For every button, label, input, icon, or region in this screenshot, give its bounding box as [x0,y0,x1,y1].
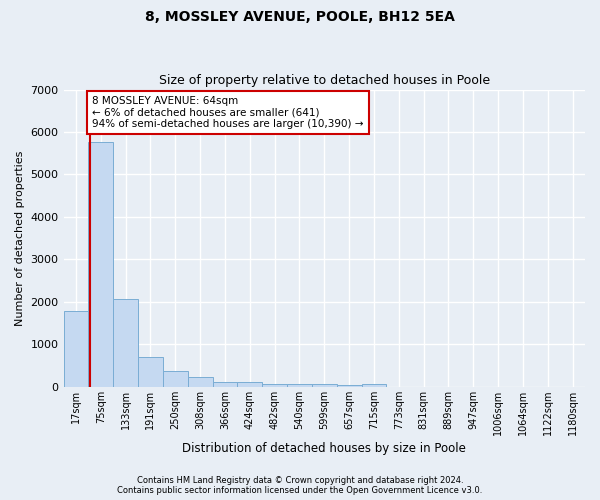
X-axis label: Distribution of detached houses by size in Poole: Distribution of detached houses by size … [182,442,466,455]
Text: 8 MOSSLEY AVENUE: 64sqm
← 6% of detached houses are smaller (641)
94% of semi-de: 8 MOSSLEY AVENUE: 64sqm ← 6% of detached… [92,96,364,129]
Bar [262,384,287,387]
Y-axis label: Number of detached properties: Number of detached properties [15,150,25,326]
Bar [287,384,312,387]
Text: 8, MOSSLEY AVENUE, POOLE, BH12 5EA: 8, MOSSLEY AVENUE, POOLE, BH12 5EA [145,10,455,24]
Bar [138,357,163,387]
Bar [163,371,188,387]
Bar [212,382,238,387]
Bar [238,382,262,387]
Bar [113,300,138,387]
Bar [88,142,113,387]
Bar [362,384,386,387]
Bar [64,311,88,387]
Title: Size of property relative to detached houses in Poole: Size of property relative to detached ho… [159,74,490,87]
Bar [188,377,212,387]
Bar [337,385,362,387]
Text: Contains HM Land Registry data © Crown copyright and database right 2024.
Contai: Contains HM Land Registry data © Crown c… [118,476,482,495]
Bar [312,384,337,387]
